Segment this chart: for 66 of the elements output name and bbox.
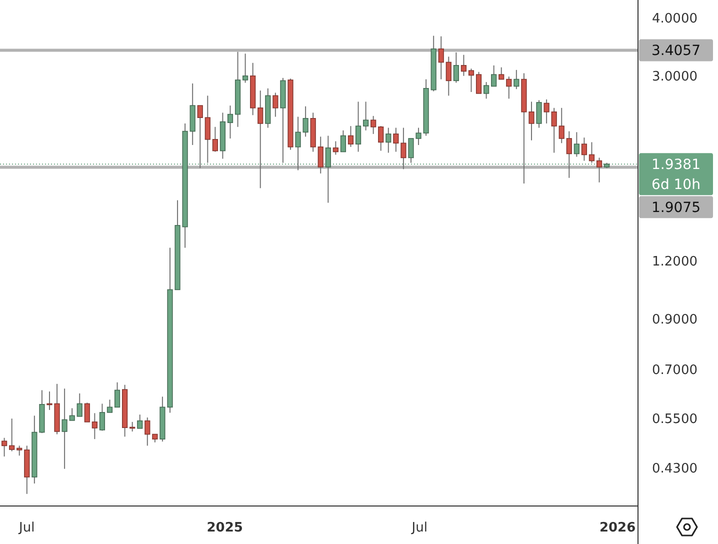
candlestick [514, 69, 520, 90]
candlestick [318, 136, 324, 174]
candlestick [92, 412, 98, 440]
text: 6d 10h [652, 176, 700, 193]
candlestick [393, 127, 399, 152]
candlestick [566, 130, 572, 178]
candlestick [204, 95, 210, 164]
candlestick [9, 418, 15, 452]
ref-line-label: 1.9075 [652, 200, 700, 216]
candlestick [544, 98, 550, 124]
candlestick [506, 76, 512, 100]
candlestick [197, 105, 203, 169]
y-tick-label: 0.5500 [652, 412, 698, 427]
candlestick [1, 437, 8, 457]
y-tick-label: 0.7000 [652, 363, 698, 378]
candlestick [476, 71, 482, 94]
candlestick [348, 126, 354, 148]
candlestick [362, 101, 369, 131]
y-tick-label: 0.4300 [652, 461, 698, 476]
candlestick [69, 408, 75, 421]
candlestick [227, 105, 234, 139]
x-tick-label: 2025 [206, 520, 243, 536]
candlestick [212, 126, 218, 152]
candlestick [114, 382, 120, 408]
candlestick [16, 445, 22, 456]
candlestick [76, 392, 82, 417]
candlestick [446, 56, 452, 96]
candlestick [242, 53, 248, 84]
candlestick [370, 115, 376, 134]
candlestick [468, 68, 474, 92]
candlestick [438, 36, 444, 80]
y-tick-label: 0.9000 [652, 312, 698, 328]
candlestick [332, 140, 338, 156]
x-tick-label: 2026 [599, 520, 636, 536]
candlestick [536, 100, 542, 128]
candlestick [258, 90, 264, 189]
candlestick [581, 137, 588, 162]
x-tick-label: Jul [410, 520, 428, 536]
candlestick [62, 388, 68, 470]
y-tick-label: 1.2000 [652, 254, 698, 270]
candlestick [340, 130, 346, 152]
x-tick-label: Jul [18, 520, 35, 536]
candlestick [588, 142, 595, 164]
y-tick-label: 4.0000 [652, 11, 698, 26]
candlestick [483, 82, 490, 100]
ref-line-label: 1.9381 [652, 156, 700, 173]
candlestick [491, 64, 497, 87]
candlestick [400, 127, 406, 170]
y-tick-label: 3.0000 [652, 69, 698, 84]
candlestick [551, 107, 557, 154]
candlestick [453, 52, 459, 84]
ref-line-label: 3.4057 [652, 43, 700, 60]
candlestick [99, 403, 106, 432]
candlestick [272, 92, 278, 118]
candlestick [137, 414, 143, 429]
candlestick [460, 54, 467, 76]
candlestick [144, 416, 150, 446]
candlestick [574, 132, 580, 158]
candlestick [498, 66, 504, 80]
candlestick [106, 399, 113, 413]
candlestick [596, 157, 602, 183]
candlestick [378, 126, 384, 152]
candlestick [355, 101, 362, 152]
candlestick [386, 127, 392, 154]
candlestick [558, 107, 564, 144]
candlestick [84, 402, 90, 422]
